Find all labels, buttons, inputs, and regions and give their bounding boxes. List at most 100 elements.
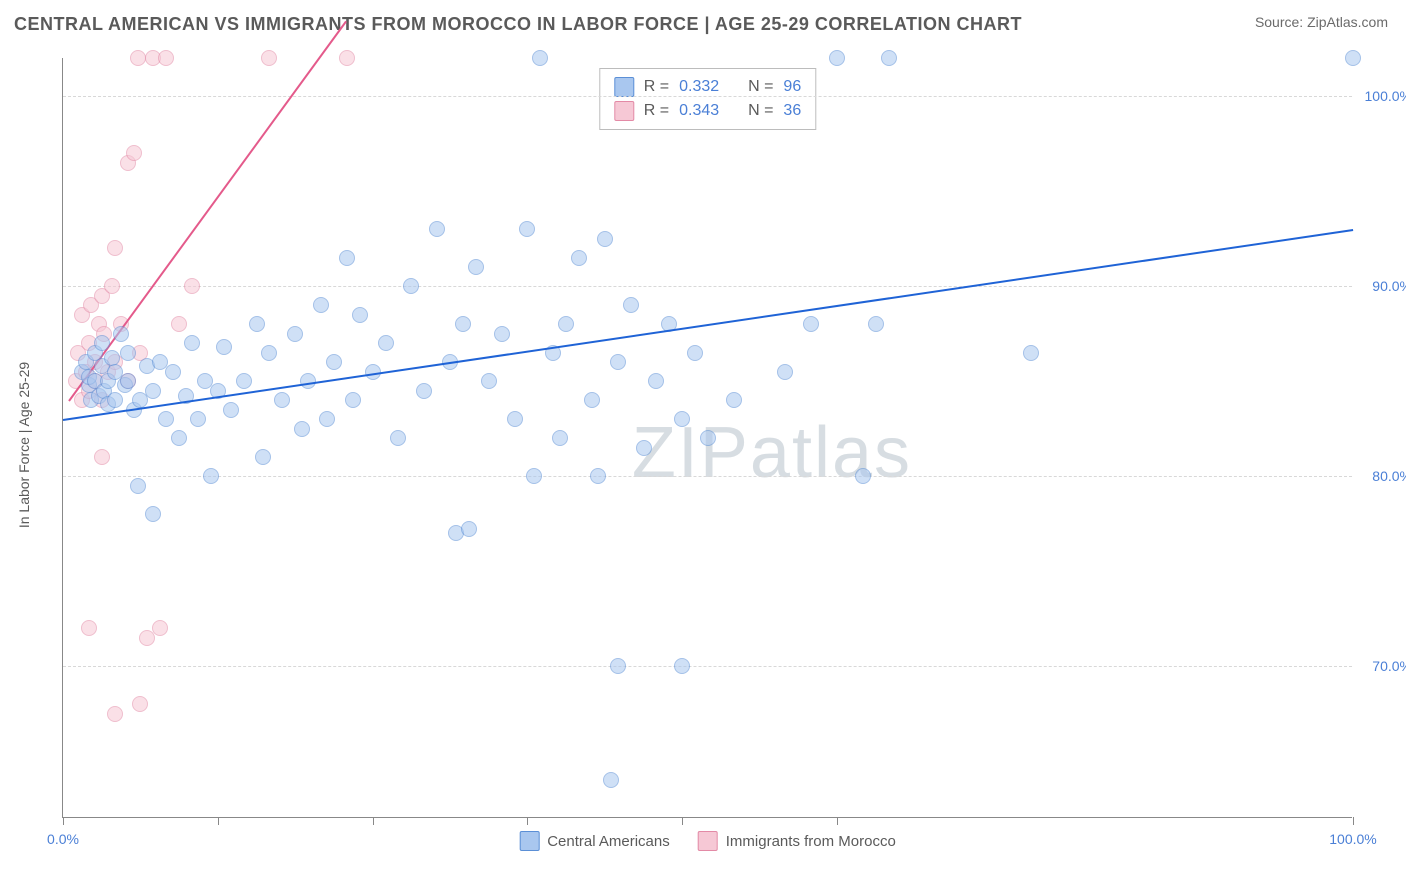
gridline <box>63 96 1352 97</box>
data-point <box>107 392 123 408</box>
data-point <box>526 468 542 484</box>
data-point <box>319 411 335 427</box>
data-point <box>623 297 639 313</box>
data-point <box>171 430 187 446</box>
data-point <box>636 440 652 456</box>
data-point <box>216 339 232 355</box>
data-point <box>455 316 471 332</box>
data-point <box>152 620 168 636</box>
legend-label-pink: Immigrants from Morocco <box>726 833 896 850</box>
data-point <box>868 316 884 332</box>
data-point <box>294 421 310 437</box>
data-point <box>132 696 148 712</box>
data-point <box>552 430 568 446</box>
watermark: ZIPatlas <box>632 412 912 494</box>
stat-r-label: R = <box>644 78 669 96</box>
plot-area: ZIPatlas R = 0.332 N = 96 R = 0.343 N = … <box>62 58 1352 818</box>
stat-r-value-pink: 0.343 <box>679 102 719 120</box>
data-point <box>597 231 613 247</box>
data-point <box>461 521 477 537</box>
x-tick <box>527 817 528 825</box>
data-point <box>855 468 871 484</box>
data-point <box>107 706 123 722</box>
data-point <box>610 354 626 370</box>
data-point <box>532 50 548 66</box>
data-point <box>165 364 181 380</box>
data-point <box>236 373 252 389</box>
source-prefix: Source: <box>1255 14 1307 30</box>
data-point <box>700 430 716 446</box>
data-point <box>145 506 161 522</box>
data-point <box>274 392 290 408</box>
data-point <box>468 259 484 275</box>
data-point <box>494 326 510 342</box>
data-point <box>255 449 271 465</box>
data-point <box>403 278 419 294</box>
x-tick <box>837 817 838 825</box>
stat-n-value-blue: 96 <box>783 78 801 96</box>
trend-line <box>69 20 348 401</box>
legend-swatch-blue <box>614 77 634 97</box>
x-tick-label: 100.0% <box>1329 831 1376 847</box>
data-point <box>339 250 355 266</box>
data-point <box>130 478 146 494</box>
data-point <box>190 411 206 427</box>
y-tick-label: 80.0% <box>1357 468 1406 484</box>
data-point <box>184 335 200 351</box>
data-point <box>558 316 574 332</box>
data-point <box>81 620 97 636</box>
y-tick-label: 100.0% <box>1357 88 1406 104</box>
data-point <box>590 468 606 484</box>
y-tick-label: 70.0% <box>1357 658 1406 674</box>
data-point <box>345 392 361 408</box>
data-point <box>261 50 277 66</box>
x-tick <box>682 817 683 825</box>
x-tick <box>1353 817 1354 825</box>
x-tick <box>373 817 374 825</box>
legend-stats-box: R = 0.332 N = 96 R = 0.343 N = 36 <box>599 68 816 130</box>
data-point <box>571 250 587 266</box>
legend-swatch-pink-icon <box>698 831 718 851</box>
chart-header: CENTRAL AMERICAN VS IMMIGRANTS FROM MORO… <box>0 0 1406 43</box>
data-point <box>223 402 239 418</box>
stat-n-label: N = <box>748 78 773 96</box>
data-point <box>829 50 845 66</box>
stat-r-value-blue: 0.332 <box>679 78 719 96</box>
legend-stats-row-pink: R = 0.343 N = 36 <box>614 99 801 123</box>
data-point <box>107 240 123 256</box>
legend-swatch-blue-icon <box>519 831 539 851</box>
data-point <box>313 297 329 313</box>
stat-n-label: N = <box>748 102 773 120</box>
data-point <box>249 316 265 332</box>
data-point <box>674 658 690 674</box>
legend-item-blue: Central Americans <box>519 831 670 851</box>
data-point <box>519 221 535 237</box>
legend-swatch-pink <box>614 101 634 121</box>
gridline <box>63 286 1352 287</box>
gridline <box>63 476 1352 477</box>
data-point <box>352 307 368 323</box>
data-point <box>1023 345 1039 361</box>
data-point <box>171 316 187 332</box>
scatter-chart: In Labor Force | Age 25-29 ZIPatlas R = … <box>42 50 1392 840</box>
data-point <box>648 373 664 389</box>
data-point <box>507 411 523 427</box>
data-point <box>881 50 897 66</box>
data-point <box>726 392 742 408</box>
stat-n-value-pink: 36 <box>783 102 801 120</box>
data-point <box>287 326 303 342</box>
x-tick <box>63 817 64 825</box>
y-tick-label: 90.0% <box>1357 278 1406 294</box>
data-point <box>261 345 277 361</box>
data-point <box>94 449 110 465</box>
legend-label-blue: Central Americans <box>547 833 670 850</box>
data-point <box>1345 50 1361 66</box>
data-point <box>603 772 619 788</box>
data-point <box>416 383 432 399</box>
chart-title: CENTRAL AMERICAN VS IMMIGRANTS FROM MORO… <box>14 14 1022 35</box>
data-point <box>390 430 406 446</box>
data-point <box>803 316 819 332</box>
source-attribution: Source: ZipAtlas.com <box>1255 14 1388 30</box>
data-point <box>113 326 129 342</box>
data-point <box>339 50 355 66</box>
